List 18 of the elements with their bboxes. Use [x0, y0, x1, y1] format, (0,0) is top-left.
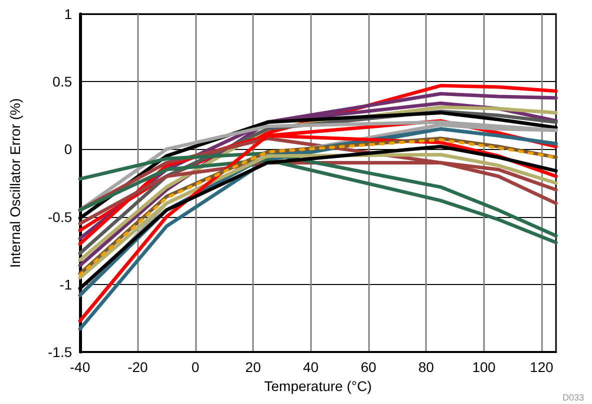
y-tick-label: 0	[64, 141, 72, 158]
x-tick-label: 120	[530, 359, 554, 375]
x-tick-label: 20	[245, 359, 262, 375]
x-tick-label: -40	[70, 359, 90, 375]
x-axis-title: Temperature (°C)	[264, 378, 372, 394]
y-axis-title: Internal Oscillator Error (%)	[7, 98, 23, 268]
x-tick-label: 0	[191, 359, 200, 375]
y-tick-label: 0.5	[52, 74, 72, 90]
y-tick-label: -1.5	[48, 344, 72, 360]
x-tick-label: 60	[360, 359, 376, 375]
x-tick-label: -20	[128, 359, 148, 375]
x-tick-label: 40	[303, 359, 319, 375]
y-tick-label: 1	[64, 6, 72, 22]
text: D033	[562, 392, 584, 402]
x-tick-label: 100	[472, 359, 496, 375]
y-tick-label: -0.5	[48, 208, 72, 225]
y-tick-label: -1	[60, 276, 72, 292]
x-tick-label: 80	[418, 359, 434, 375]
